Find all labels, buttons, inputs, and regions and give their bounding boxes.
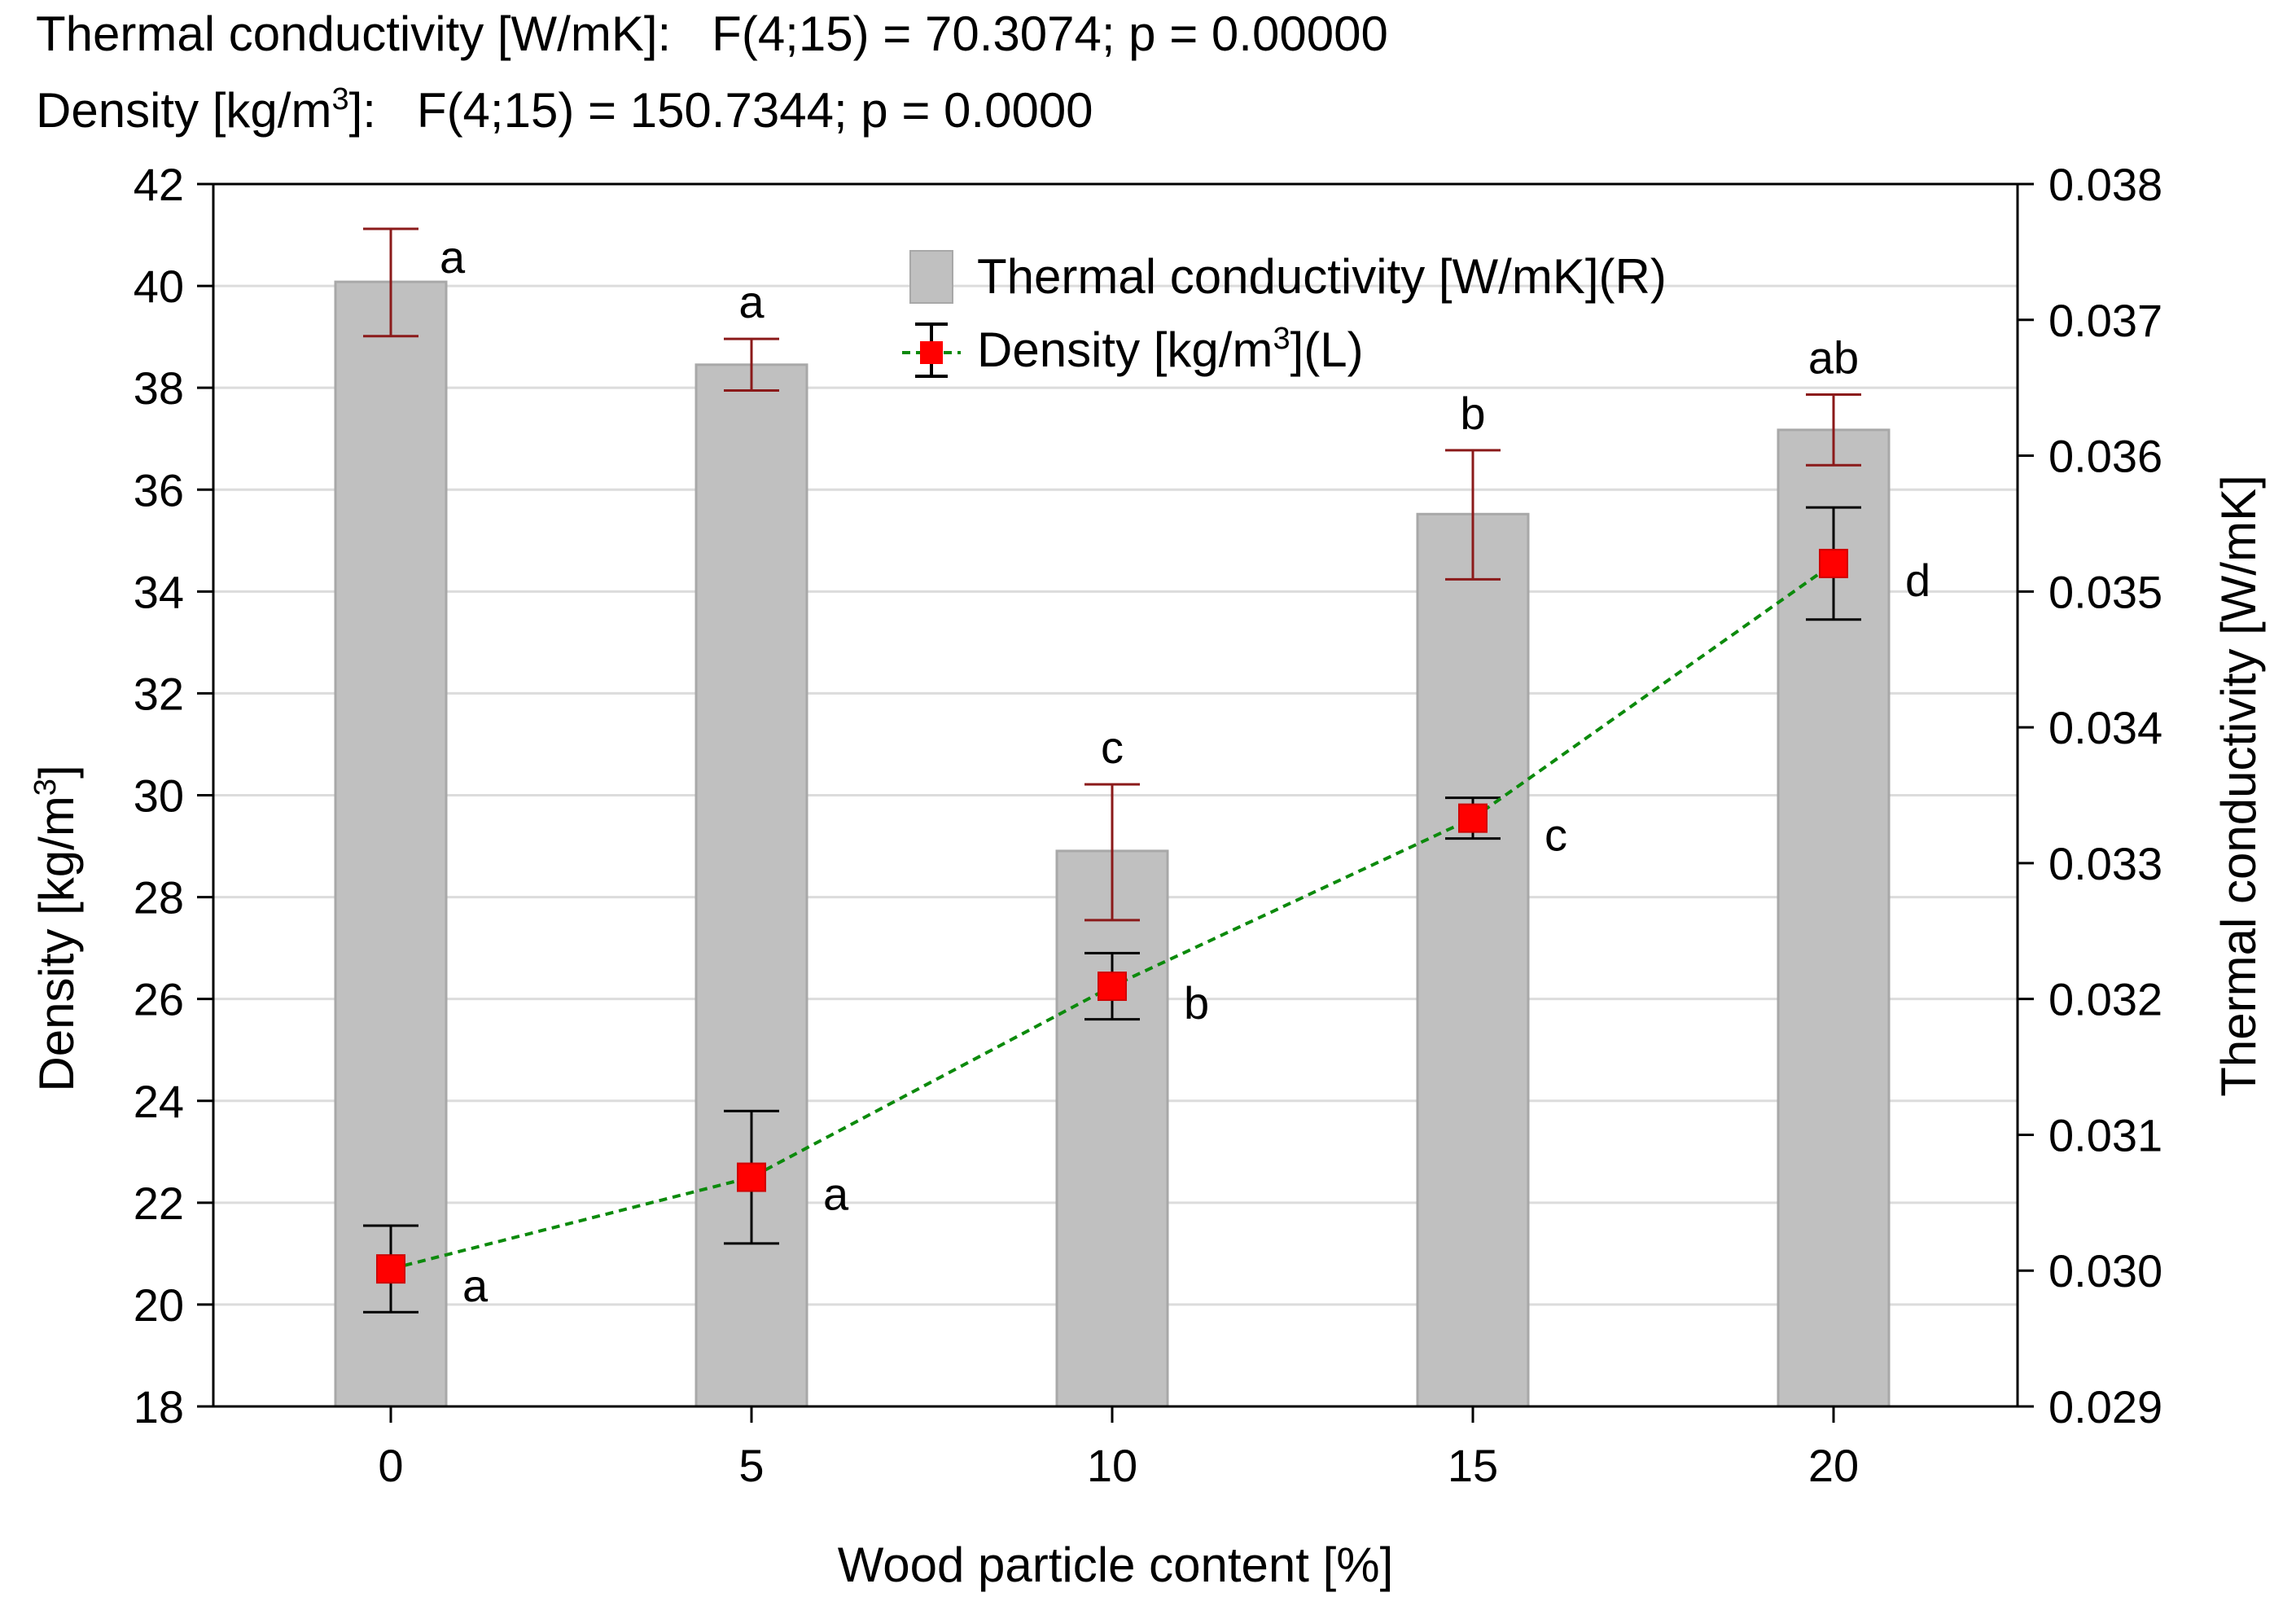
- x-tick-label: 20: [1808, 1440, 1859, 1491]
- left-tick-label: 40: [134, 261, 184, 312]
- bar-error-bars: [363, 227, 1861, 922]
- right-tick-label: 0.035: [2048, 566, 2162, 617]
- legend-density-label: Density [kg/m3](L): [977, 322, 1364, 377]
- density-point: [737, 1162, 766, 1192]
- header-density-sup: 3: [331, 82, 348, 116]
- density-point: [1819, 548, 1848, 578]
- left-tick-label: 20: [134, 1279, 184, 1331]
- left-tick-label: 32: [134, 668, 184, 719]
- left-tick-label: 38: [134, 362, 184, 414]
- density-points: [376, 548, 1848, 1284]
- density-significance-letter: a: [823, 1169, 849, 1220]
- legend-bar-swatch: [909, 250, 953, 304]
- x-axis-title: Wood particle content [%]: [838, 1538, 1394, 1592]
- left-axis-title-text: Density [kg/m: [29, 796, 84, 1091]
- right-tick-label: 0.038: [2048, 159, 2162, 210]
- right-tick-label: 0.031: [2048, 1109, 2162, 1160]
- legend-density-prefix: Density [kg/m: [977, 322, 1273, 377]
- left-axis-title: Density [kg/m3]: [28, 765, 84, 1091]
- thermal-bar: [1416, 512, 1530, 1408]
- right-tick-label: 0.033: [2048, 838, 2162, 889]
- left-axis-title-suffix: ]: [29, 765, 84, 779]
- thermal-significance-letter: c: [1101, 722, 1124, 773]
- header-density-stats: Density [kg/m3]: F(4;15) = 150.7344; p =…: [36, 82, 1093, 138]
- right-tick-label: 0.034: [2048, 702, 2162, 753]
- right-axis-title: Thermal conductivity [W/mK]: [2211, 475, 2266, 1097]
- right-tick-label: 0.030: [2048, 1245, 2162, 1296]
- left-tick-label: 22: [134, 1178, 184, 1229]
- left-tick-label: 30: [134, 770, 184, 822]
- right-tick-label: 0.029: [2048, 1381, 2162, 1432]
- density-point: [1098, 972, 1127, 1002]
- density-point: [1458, 803, 1488, 833]
- legend-density-sup: 3: [1273, 322, 1290, 356]
- density-significance-letter: d: [1905, 555, 1930, 606]
- x-tick-label: 0: [378, 1440, 403, 1491]
- thermal-significance-letter: a: [440, 231, 466, 283]
- legend: Thermal conductivity [W/mK](R) Density […: [902, 249, 1667, 378]
- left-tick-label: 36: [134, 464, 184, 516]
- thermal-significance-letter: ab: [1808, 332, 1859, 384]
- x-tick-label: 15: [1448, 1440, 1498, 1491]
- left-axis-ticks: 18 20 22 24 26 28 30 32 34 36 38 40 42: [134, 159, 213, 1432]
- header-density-suffix: ]: F(4;15) = 150.7344; p = 0.0000: [349, 83, 1093, 138]
- legend-point-swatch: [920, 341, 943, 364]
- density-significance-letter: b: [1184, 977, 1209, 1029]
- left-tick-label: 34: [134, 566, 184, 617]
- thermal-significance-letter: b: [1460, 388, 1485, 439]
- left-tick-label: 28: [134, 872, 184, 924]
- legend-thermal-label: Thermal conductivity [W/mK](R): [977, 249, 1667, 304]
- left-axis-title-sup: 3: [28, 779, 63, 796]
- bar-series-thermal-conductivity: [334, 280, 1891, 1408]
- thermal-bar: [334, 280, 448, 1408]
- thermal-significance-letter: a: [738, 276, 765, 327]
- left-tick-label: 24: [134, 1076, 184, 1127]
- density-point: [376, 1254, 405, 1284]
- density-significance-letter: c: [1545, 809, 1567, 861]
- left-tick-label: 42: [134, 159, 184, 210]
- header-density-prefix: Density [kg/m: [36, 83, 331, 138]
- header-thermal-stats: Thermal conductivity [W/mK]: F(4;15) = 7…: [36, 7, 1388, 61]
- legend-density-suffix: ](L): [1290, 322, 1364, 377]
- right-tick-label: 0.032: [2048, 974, 2162, 1025]
- right-tick-label: 0.037: [2048, 295, 2162, 346]
- right-tick-label: 0.036: [2048, 431, 2162, 482]
- x-axis-ticks: 0 5 10 15 20: [378, 1406, 1859, 1491]
- thermal-bar: [1055, 849, 1169, 1408]
- right-axis-ticks: 0.029 0.030 0.031 0.032 0.033 0.034 0.035 0.036…: [2018, 159, 2162, 1432]
- x-tick-label: 10: [1087, 1440, 1137, 1491]
- thermal-bar: [694, 363, 808, 1408]
- density-significance-letter: a: [462, 1260, 489, 1311]
- left-tick-label: 26: [134, 974, 184, 1025]
- left-tick-label: 18: [134, 1381, 184, 1432]
- x-tick-label: 5: [738, 1440, 764, 1491]
